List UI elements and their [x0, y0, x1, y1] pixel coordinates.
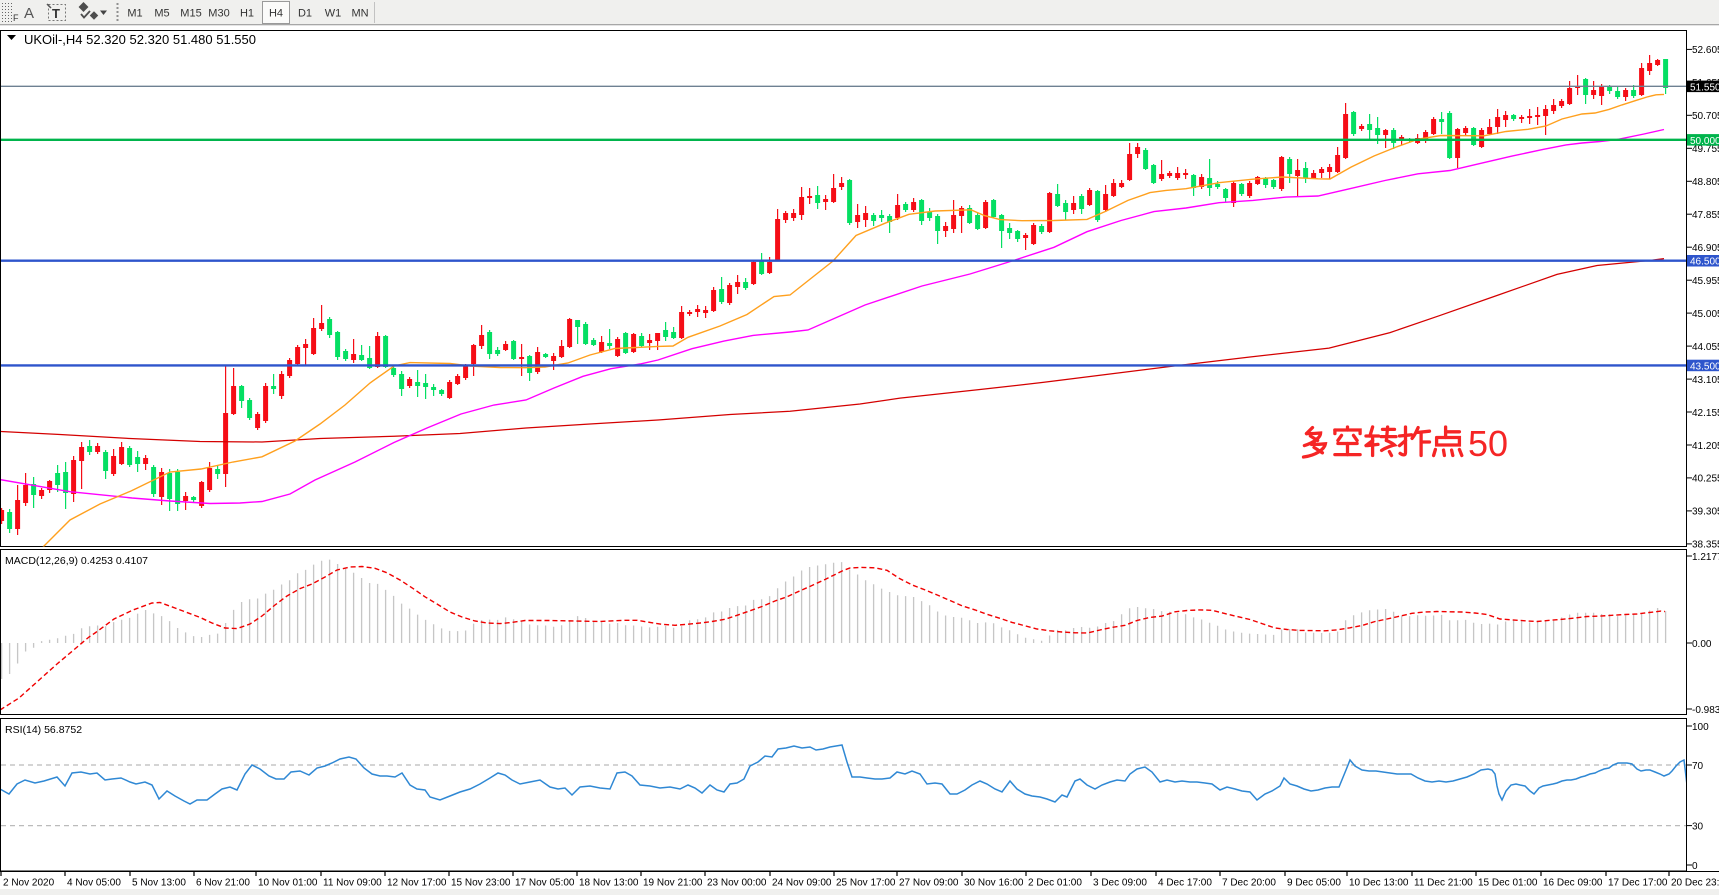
- svg-text:42.155: 42.155: [1692, 408, 1719, 419]
- svg-text:41.205: 41.205: [1692, 441, 1719, 452]
- svg-text:11 Nov 09:00: 11 Nov 09:00: [323, 878, 382, 889]
- svg-text:4 Nov 05:00: 4 Nov 05:00: [67, 878, 121, 889]
- svg-text:MN: MN: [351, 8, 368, 20]
- svg-text:39.305: 39.305: [1692, 507, 1719, 518]
- svg-text:43.500: 43.500: [1690, 361, 1719, 372]
- svg-text:45.955: 45.955: [1692, 276, 1719, 287]
- svg-text:70: 70: [1692, 761, 1704, 772]
- svg-text:25 Nov 17:00: 25 Nov 17:00: [836, 878, 896, 889]
- svg-text:M5: M5: [154, 8, 169, 20]
- svg-text:43.105: 43.105: [1692, 375, 1719, 386]
- svg-text:RSI(14) 56.8752: RSI(14) 56.8752: [5, 724, 82, 736]
- svg-text:30 Nov 16:00: 30 Nov 16:00: [964, 878, 1024, 889]
- svg-text:11 Dec 21:00: 11 Dec 21:00: [1414, 878, 1473, 889]
- svg-text:16 Dec 09:00: 16 Dec 09:00: [1543, 878, 1603, 889]
- svg-text:-0.9832: -0.9832: [1692, 705, 1719, 716]
- svg-text:46.500: 46.500: [1690, 257, 1719, 268]
- svg-text:50: 50: [1468, 423, 1508, 464]
- svg-text:45.005: 45.005: [1692, 309, 1719, 320]
- svg-text:15 Dec 01:00: 15 Dec 01:00: [1478, 878, 1538, 889]
- svg-text:M30: M30: [208, 8, 229, 20]
- svg-text:2 Dec 01:00: 2 Dec 01:00: [1028, 878, 1082, 889]
- svg-text:44.055: 44.055: [1692, 342, 1719, 353]
- svg-text:12 Nov 17:00: 12 Nov 17:00: [387, 878, 447, 889]
- svg-text:3 Dec 09:00: 3 Dec 09:00: [1093, 878, 1147, 889]
- svg-text:4 Dec 17:00: 4 Dec 17:00: [1158, 878, 1212, 889]
- svg-text:18 Nov 13:00: 18 Nov 13:00: [579, 878, 639, 889]
- svg-text:7 Dec 20:00: 7 Dec 20:00: [1222, 878, 1276, 889]
- svg-text:H1: H1: [240, 8, 254, 20]
- svg-text:F: F: [13, 13, 19, 23]
- svg-text:9 Dec 05:00: 9 Dec 05:00: [1287, 878, 1341, 889]
- svg-text:48.805: 48.805: [1692, 177, 1719, 188]
- svg-text:52.605: 52.605: [1692, 45, 1719, 56]
- svg-text:6 Nov 21:00: 6 Nov 21:00: [196, 878, 250, 889]
- svg-text:50.705: 50.705: [1692, 111, 1719, 122]
- svg-text:M1: M1: [127, 8, 142, 20]
- svg-text:27 Nov 09:00: 27 Nov 09:00: [899, 878, 959, 889]
- svg-text:M15: M15: [180, 8, 201, 20]
- svg-text:A: A: [24, 5, 34, 22]
- svg-text:17 Dec 17:00: 17 Dec 17:00: [1608, 878, 1668, 889]
- svg-text:51.550: 51.550: [1690, 82, 1719, 93]
- svg-text:20 Dec 23:00: 20 Dec 23:00: [1671, 878, 1719, 889]
- svg-text:23 Nov 00:00: 23 Nov 00:00: [707, 878, 767, 889]
- svg-text:5 Nov 13:00: 5 Nov 13:00: [132, 878, 186, 889]
- svg-text:17 Nov 05:00: 17 Nov 05:00: [515, 878, 575, 889]
- svg-text:0: 0: [1692, 861, 1698, 872]
- svg-text:15 Nov 23:00: 15 Nov 23:00: [451, 878, 511, 889]
- svg-text:40.255: 40.255: [1692, 474, 1719, 485]
- svg-text:10 Nov 01:00: 10 Nov 01:00: [258, 878, 318, 889]
- svg-text:0.00: 0.00: [1692, 639, 1712, 650]
- svg-text:38.355: 38.355: [1692, 540, 1719, 551]
- svg-text:30: 30: [1692, 821, 1704, 832]
- svg-text:T: T: [52, 6, 60, 21]
- svg-text:W1: W1: [325, 8, 342, 20]
- svg-text:100: 100: [1692, 722, 1709, 733]
- svg-text:D1: D1: [298, 8, 312, 20]
- svg-text:47.855: 47.855: [1692, 210, 1719, 221]
- svg-text:H4: H4: [269, 8, 283, 20]
- svg-text:49.755: 49.755: [1692, 144, 1719, 155]
- svg-text:2 Nov 2020: 2 Nov 2020: [3, 878, 55, 889]
- svg-text:46.905: 46.905: [1692, 243, 1719, 254]
- svg-text:1.2177: 1.2177: [1692, 552, 1719, 563]
- svg-text:50.000: 50.000: [1690, 136, 1719, 147]
- svg-text:MACD(12,26,9) 0.4253 0.4107: MACD(12,26,9) 0.4253 0.4107: [5, 555, 148, 567]
- svg-text:19 Nov 21:00: 19 Nov 21:00: [643, 878, 703, 889]
- svg-text:24 Nov 09:00: 24 Nov 09:00: [772, 878, 832, 889]
- svg-text:10 Dec 13:00: 10 Dec 13:00: [1349, 878, 1409, 889]
- svg-text:UKOil-,H4 52.320 52.320 51.48: UKOil-,H4 52.320 52.320 51.480 51.550: [24, 32, 256, 47]
